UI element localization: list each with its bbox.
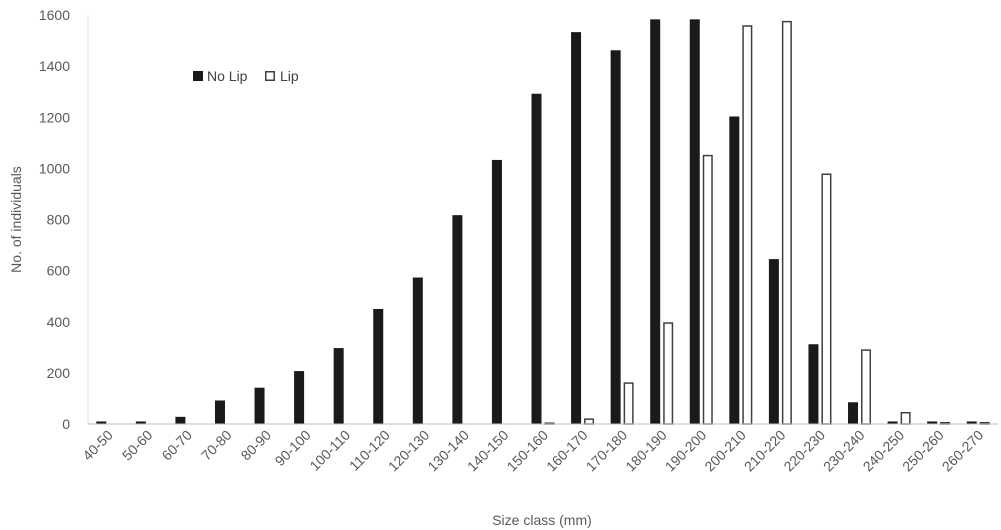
legend: No Lip Lip — [193, 68, 299, 84]
bar-no-lip — [491, 159, 502, 424]
bar-lip — [781, 20, 792, 425]
bar-lip — [623, 382, 634, 425]
x-tick-label: 150-160 — [503, 427, 551, 475]
bars-group — [96, 19, 990, 425]
bar-no-lip — [571, 32, 582, 425]
bar-no-lip — [927, 421, 938, 424]
x-tick-label: 250-260 — [899, 427, 947, 475]
bar-no-lip — [333, 348, 344, 424]
y-tick-label: 0 — [62, 416, 70, 432]
x-tick-label: 140-150 — [464, 427, 512, 475]
x-tick-label: 100-110 — [306, 427, 353, 474]
bar-lip — [861, 349, 872, 425]
bar-lip — [821, 173, 832, 425]
legend-swatch-lip — [265, 71, 275, 81]
x-tick-label: 70-80 — [198, 427, 235, 464]
x-tick-label: 50-60 — [119, 427, 156, 464]
x-tick-label: 230-240 — [820, 427, 868, 475]
bar-lip — [584, 418, 595, 425]
bar-no-lip — [214, 400, 225, 424]
bar-no-lip — [294, 371, 305, 424]
y-tick-label: 800 — [47, 212, 71, 228]
y-tick-label: 200 — [47, 365, 71, 381]
y-tick-label: 1400 — [39, 58, 70, 74]
bar-no-lip — [254, 387, 265, 424]
x-tick-label: 170-180 — [583, 427, 631, 475]
x-tick-label: 40-50 — [79, 427, 116, 464]
x-tick-label: 240-250 — [860, 427, 908, 475]
x-tick-label: 60-70 — [158, 427, 195, 464]
bar-no-lip — [808, 344, 819, 424]
bar-lip — [702, 154, 713, 425]
y-tick-label: 1000 — [39, 160, 70, 176]
y-tick-label: 1200 — [39, 109, 70, 125]
legend-label-lip: Lip — [280, 68, 299, 84]
legend-label-no-lip: No Lip — [207, 68, 248, 84]
x-tick-label: 210-220 — [741, 427, 789, 475]
x-tick-label: 160-170 — [543, 427, 591, 475]
bar-no-lip — [768, 259, 779, 424]
x-tick-label: 260-270 — [939, 427, 987, 475]
y-axis-title: No. of individuals — [8, 166, 24, 273]
bar-no-lip — [373, 308, 384, 424]
bar-no-lip — [887, 421, 898, 424]
bar-lip — [900, 411, 911, 425]
bar-no-lip — [650, 19, 661, 425]
bar-no-lip — [848, 402, 859, 424]
bar-no-lip — [135, 421, 146, 424]
x-tick-label: 80-90 — [238, 427, 275, 464]
bar-no-lip — [452, 215, 463, 424]
x-tick-label: 130-140 — [424, 427, 472, 475]
x-axis-ticks: 40-50 50-60 60-70 70-80 80-9090-100100-11011… — [79, 427, 986, 475]
x-tick-label: 120-130 — [385, 427, 433, 475]
y-tick-label: 400 — [47, 314, 71, 330]
bar-no-lip — [175, 416, 186, 424]
bar-no-lip — [96, 421, 107, 424]
bar-no-lip — [610, 50, 621, 425]
bar-no-lip — [412, 277, 423, 424]
bar-no-lip — [689, 19, 700, 425]
x-tick-label: 190-200 — [662, 427, 710, 475]
bar-lip — [742, 25, 753, 425]
x-tick-label: 200-210 — [701, 427, 749, 475]
x-tick-label: 180-190 — [622, 427, 670, 475]
bar-lip — [663, 322, 674, 425]
x-axis-title: Size class (mm) — [492, 512, 592, 528]
y-tick-label: 600 — [47, 263, 71, 279]
legend-swatch-no-lip — [193, 71, 203, 81]
y-axis-ticks: 0 200 400 600 800 1000 1200 1400 1600 — [39, 7, 70, 432]
y-tick-label: 1600 — [39, 7, 70, 23]
x-tick-label: 110-120 — [346, 427, 393, 474]
bar-no-lip — [531, 93, 542, 425]
x-tick-label: 220-230 — [780, 427, 828, 475]
bar-no-lip — [966, 421, 977, 424]
bar-no-lip — [729, 116, 740, 424]
